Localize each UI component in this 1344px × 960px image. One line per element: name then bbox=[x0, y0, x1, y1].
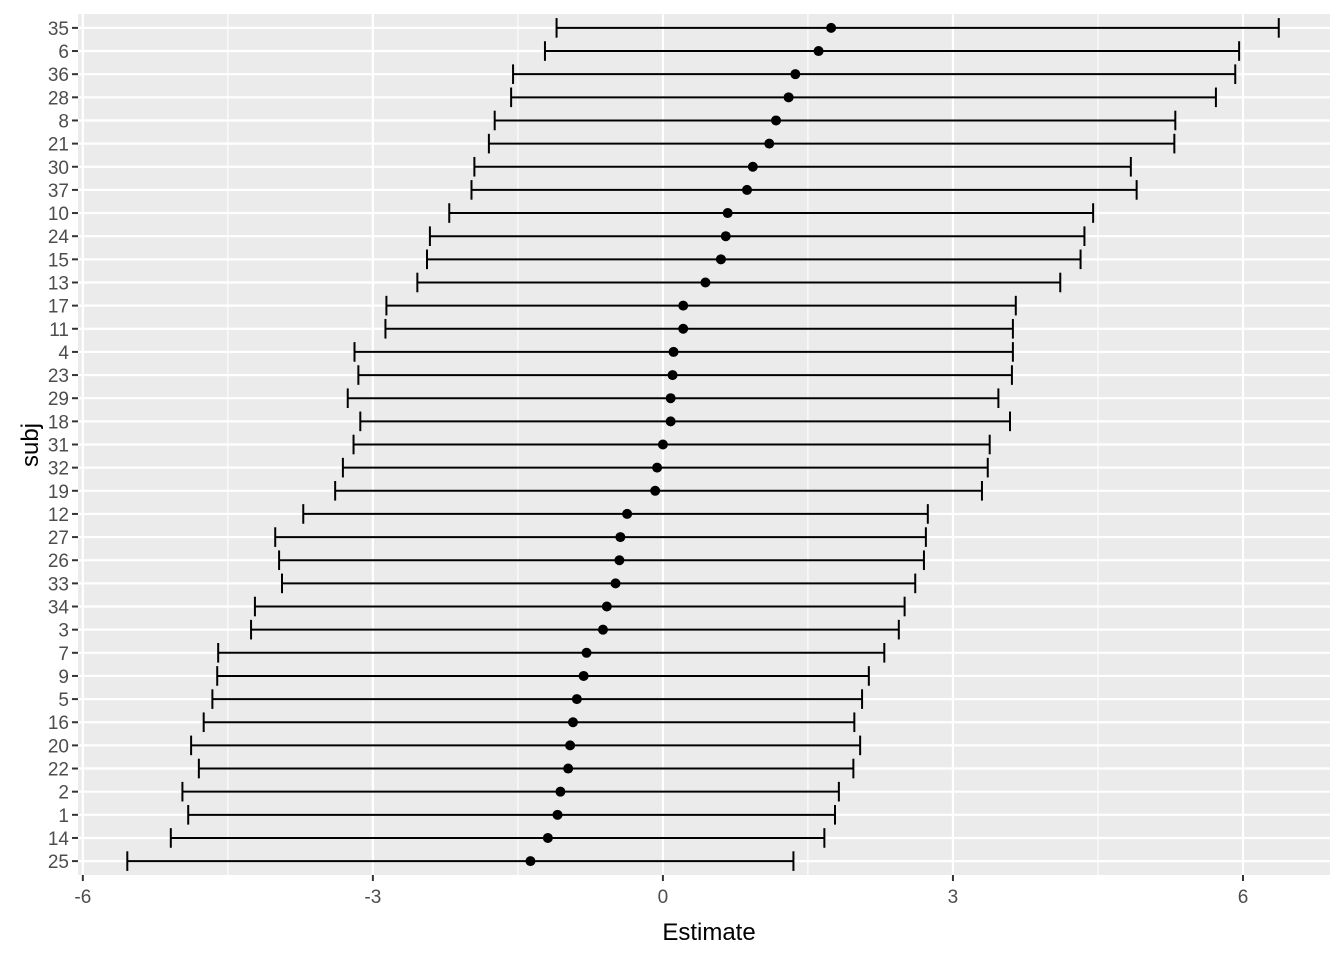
estimate-point bbox=[813, 46, 824, 57]
estimate-point bbox=[742, 184, 753, 195]
y-tick-label: 31 bbox=[48, 436, 69, 457]
estimate-point bbox=[747, 161, 758, 172]
estimate-point bbox=[563, 763, 574, 774]
y-tick-label: 17 bbox=[48, 297, 69, 318]
y-tick-label: 13 bbox=[48, 273, 69, 294]
estimate-point bbox=[650, 485, 661, 496]
estimate-point bbox=[567, 717, 578, 728]
y-tick-label: 35 bbox=[48, 19, 69, 40]
y-axis-title: subj bbox=[17, 423, 44, 467]
y-tick-label: 21 bbox=[48, 135, 69, 156]
y-tick-label: 23 bbox=[48, 366, 69, 387]
y-tick-label: 33 bbox=[48, 574, 69, 595]
y-tick-label: 32 bbox=[48, 459, 69, 480]
estimate-points bbox=[525, 22, 837, 867]
x-tick-label: -3 bbox=[364, 887, 381, 908]
y-tick-label: 12 bbox=[48, 505, 69, 526]
y-tick-label: 19 bbox=[48, 482, 69, 503]
estimate-point bbox=[622, 508, 633, 519]
estimate-point bbox=[542, 832, 553, 843]
y-tick-label: 3 bbox=[58, 621, 69, 642]
y-tick-label: 14 bbox=[48, 829, 70, 850]
estimate-point bbox=[771, 115, 782, 126]
y-tick-label: 28 bbox=[48, 88, 69, 109]
estimate-point bbox=[665, 393, 676, 404]
y-tick-label: 8 bbox=[58, 111, 69, 132]
y-tick-label: 1 bbox=[58, 806, 69, 827]
estimate-point bbox=[652, 462, 663, 473]
y-tick-label: 20 bbox=[48, 736, 69, 757]
y-tick-label: 26 bbox=[48, 551, 69, 572]
y-tick-label: 25 bbox=[48, 852, 69, 873]
estimate-point bbox=[715, 254, 726, 265]
estimate-point bbox=[565, 740, 576, 751]
estimate-point bbox=[764, 138, 775, 149]
estimate-point bbox=[722, 208, 733, 219]
y-tick-label: 36 bbox=[48, 65, 69, 86]
estimate-point bbox=[552, 809, 563, 820]
x-tick-label: 6 bbox=[1238, 887, 1249, 908]
y-tick-label: 2 bbox=[58, 783, 69, 804]
estimate-point bbox=[555, 786, 566, 797]
y-tick-label: 6 bbox=[58, 42, 69, 63]
y-tick-label: 18 bbox=[48, 412, 69, 433]
y-tick-label: 34 bbox=[48, 598, 70, 619]
y-tick-label: 11 bbox=[49, 320, 69, 341]
estimate-point bbox=[581, 647, 592, 658]
estimate-point bbox=[615, 532, 626, 543]
estimate-point bbox=[525, 856, 536, 867]
estimate-point bbox=[610, 578, 621, 589]
estimate-point bbox=[678, 323, 689, 334]
y-tick-label: 10 bbox=[48, 204, 69, 225]
y-tick-label: 15 bbox=[48, 250, 69, 271]
y-tick-label: 29 bbox=[48, 389, 69, 410]
y-tick-label: 30 bbox=[48, 158, 69, 179]
y-tick-label: 16 bbox=[48, 713, 69, 734]
estimate-point bbox=[665, 416, 676, 427]
estimate-point bbox=[783, 92, 794, 103]
y-tick-label: 24 bbox=[48, 227, 70, 248]
x-axis-title: Estimate bbox=[662, 919, 755, 946]
y-tick-label: 22 bbox=[48, 760, 69, 781]
y-tick-label: 9 bbox=[58, 667, 69, 688]
estimate-point bbox=[720, 231, 731, 242]
estimate-point bbox=[571, 694, 582, 705]
x-tick-label: -6 bbox=[74, 887, 91, 908]
y-tick-label: 4 bbox=[58, 343, 69, 364]
estimate-point bbox=[601, 601, 612, 612]
estimate-point bbox=[678, 300, 689, 311]
y-tick-label: 27 bbox=[48, 528, 69, 549]
estimate-point bbox=[667, 370, 678, 381]
estimate-point bbox=[597, 624, 608, 635]
x-tick-label: 0 bbox=[658, 887, 669, 908]
estimate-point bbox=[826, 22, 837, 33]
y-axis: 3563628821303710241513171142329183132191… bbox=[48, 19, 78, 873]
estimate-point bbox=[790, 69, 801, 80]
y-tick-label: 37 bbox=[48, 181, 69, 202]
estimate-point bbox=[700, 277, 711, 288]
x-tick-label: 3 bbox=[948, 887, 959, 908]
estimate-point bbox=[657, 439, 668, 450]
y-tick-label: 7 bbox=[58, 644, 69, 665]
estimate-point bbox=[668, 346, 679, 357]
y-tick-label: 5 bbox=[58, 690, 69, 711]
x-axis: -6 -3 0 3 6 bbox=[74, 875, 1248, 908]
estimate-point bbox=[578, 670, 589, 681]
estimate-point bbox=[614, 555, 625, 566]
